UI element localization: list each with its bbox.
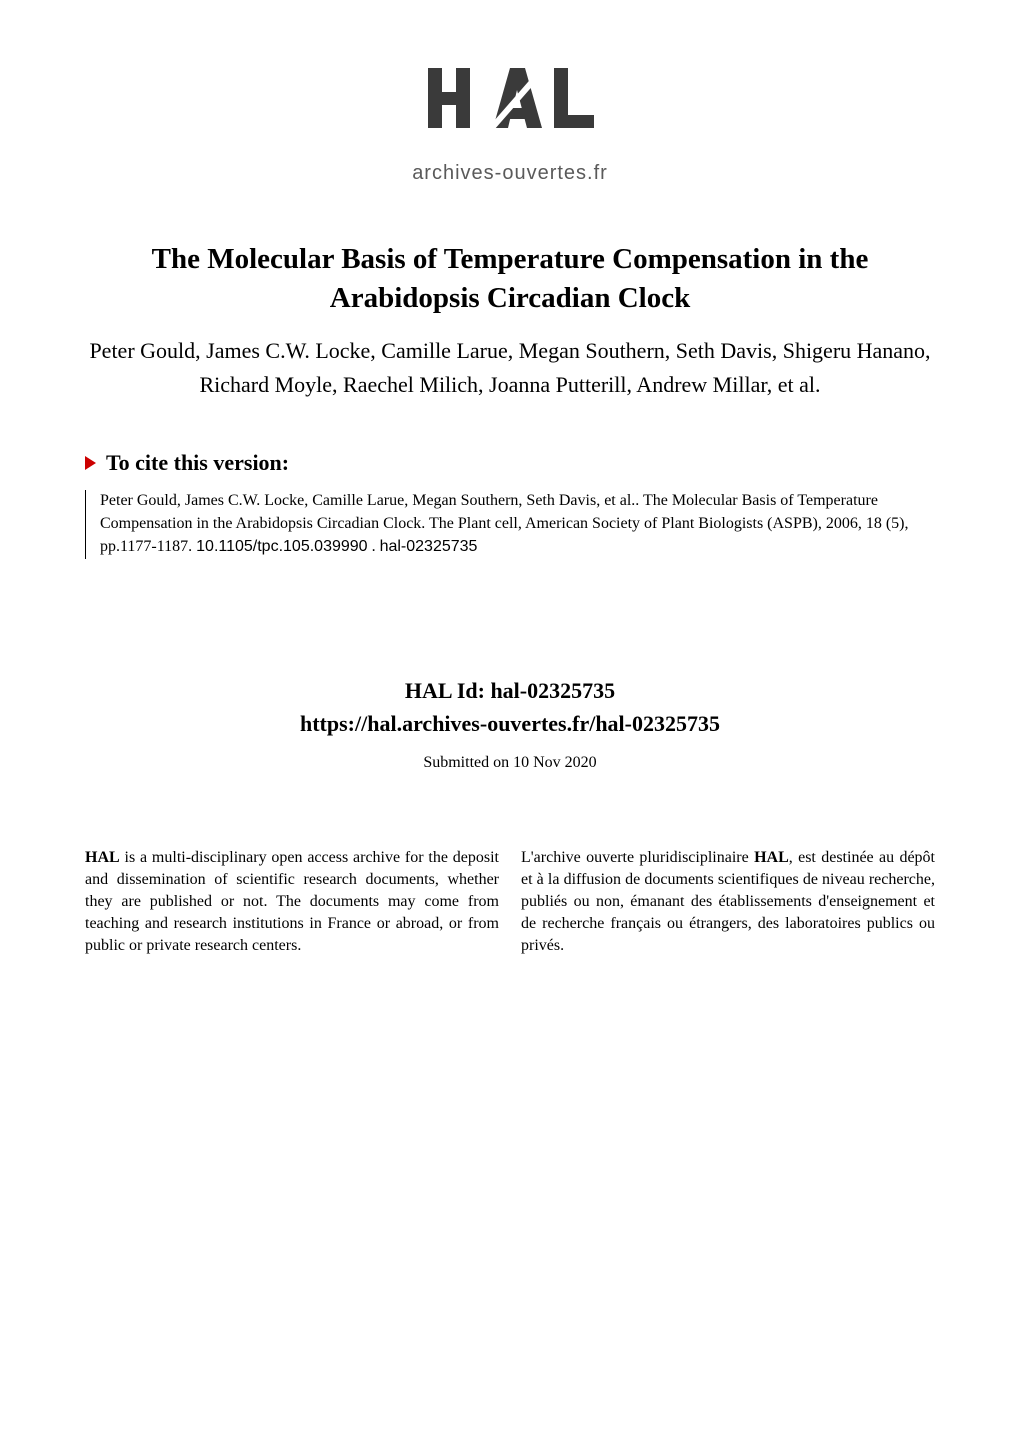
paper-title: The Molecular Basis of Temperature Compe…: [85, 240, 935, 318]
citation-text: Peter Gould, James C.W. Locke, Camille L…: [85, 490, 935, 558]
left-column-text: is a multi-disciplinary open access arch…: [85, 849, 499, 954]
cite-title: To cite this version:: [106, 450, 289, 476]
hal-logo: archives-ouvertes.fr: [412, 60, 608, 185]
submitted-date: Submitted on 10 Nov 2020: [85, 754, 935, 772]
citation-doi: 10.1105/tpc.105.039990: [196, 538, 367, 555]
hal-logo-block: archives-ouvertes.fr: [85, 60, 935, 185]
hal-id-label: HAL Id: hal-02325735: [85, 674, 935, 707]
hal-id-url: https://hal.archives-ouvertes.fr/hal-023…: [85, 707, 935, 740]
logo-subtitle: archives-ouvertes.fr: [412, 162, 608, 185]
right-column: L'archive ouverte pluridisciplinaire HAL…: [521, 847, 935, 957]
left-column: HAL is a multi-disciplinary open access …: [85, 847, 499, 957]
hal-logo-svg: [420, 60, 600, 155]
right-column-prefix: L'archive ouverte pluridisciplinaire: [521, 849, 754, 866]
description-columns: HAL is a multi-disciplinary open access …: [85, 847, 935, 957]
hal-bold-right: HAL: [754, 849, 789, 866]
triangle-right-icon: [85, 456, 96, 470]
hal-id-block: HAL Id: hal-02325735 https://hal.archive…: [85, 674, 935, 740]
hal-bold-left: HAL: [85, 849, 120, 866]
citation-dot: .: [372, 538, 380, 555]
paper-authors: Peter Gould, James C.W. Locke, Camille L…: [85, 334, 935, 402]
cite-header: To cite this version:: [85, 450, 935, 476]
citation-halid: hal-02325735: [380, 538, 478, 555]
